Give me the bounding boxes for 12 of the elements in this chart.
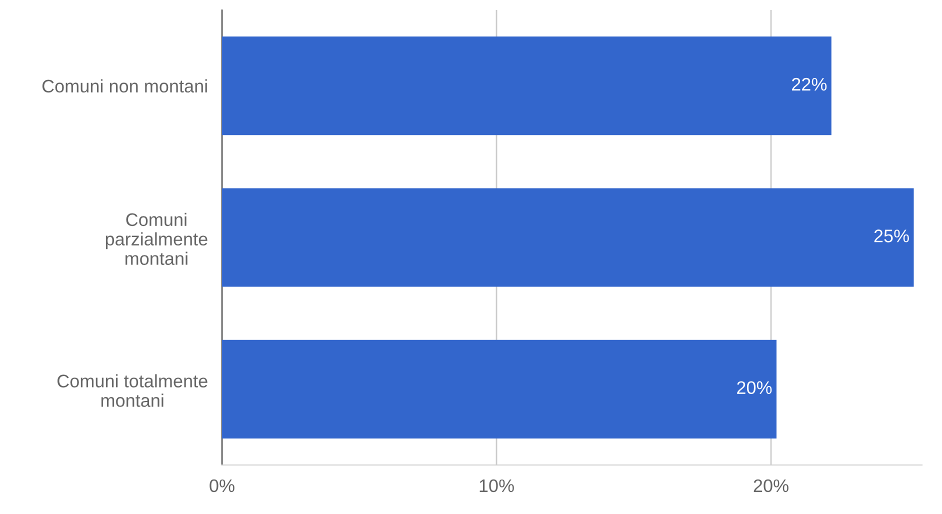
data-label: 20%	[737, 381, 772, 394]
y-tick-label: Comuni non montani	[42, 79, 207, 93]
x-tick-label: 0%	[210, 479, 234, 492]
data-label: 22%	[792, 78, 827, 91]
data-label: 25%	[874, 230, 909, 242]
y-tick-label: Comuni totalmente montani	[57, 374, 208, 407]
x-tick-label: 20%	[754, 479, 788, 492]
bar	[222, 36, 832, 136]
bar	[222, 340, 777, 438]
y-tick-label: Comuni parzialmente montani	[106, 212, 208, 265]
x-tick-label: 10%	[480, 479, 514, 492]
bar	[222, 188, 914, 287]
